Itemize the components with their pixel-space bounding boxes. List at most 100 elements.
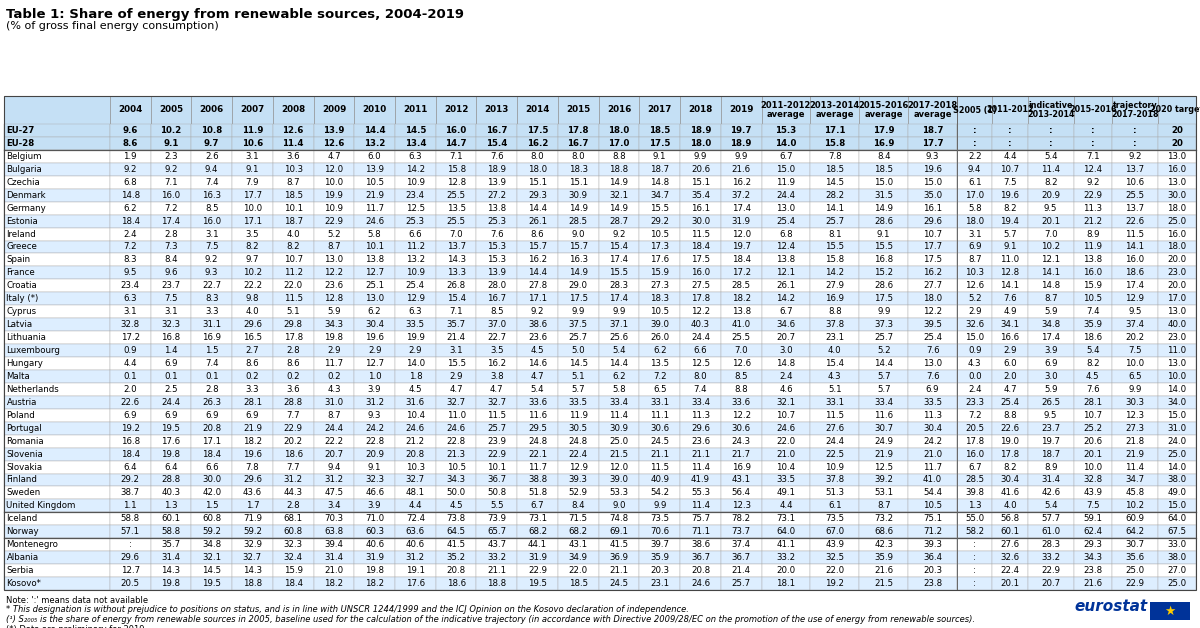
Text: 2008: 2008 [281,106,305,114]
Text: 35.7: 35.7 [446,320,466,329]
Bar [395,383,436,396]
Bar [640,176,680,189]
Text: (*) Data are preliminary for 2019: (*) Data are preliminary for 2019 [6,624,144,628]
Bar [476,227,517,241]
Bar [4,370,110,383]
Bar [810,396,859,409]
Bar [859,305,908,318]
Text: 31.2: 31.2 [324,475,343,484]
Bar [908,266,958,279]
Bar [110,96,151,124]
Bar [558,331,599,344]
Text: 14.0: 14.0 [1168,463,1187,472]
Bar [272,176,313,189]
Text: 23.6: 23.6 [324,281,343,290]
Bar [640,254,680,266]
Text: (% of gross final energy consumption): (% of gross final energy consumption) [6,21,218,31]
Bar [476,499,517,512]
Bar [272,435,313,448]
Bar [1074,344,1112,357]
Text: 20.6: 20.6 [1084,436,1103,446]
Bar [517,525,558,538]
Bar [680,254,721,266]
Bar [1074,422,1112,435]
Text: 20.5: 20.5 [965,424,984,433]
Text: 12.1: 12.1 [776,268,796,278]
Bar [640,551,680,564]
Bar [558,279,599,292]
Text: 41.5: 41.5 [610,540,629,550]
Bar [810,448,859,460]
Text: 73.8: 73.8 [446,514,466,523]
Text: 7.1: 7.1 [1086,152,1099,161]
Text: 14.1: 14.1 [1126,242,1145,251]
Text: 3.1: 3.1 [968,229,982,239]
Bar [4,474,110,487]
Text: 10.3: 10.3 [283,165,302,174]
Bar [436,370,476,383]
Bar [992,305,1027,318]
Text: 54.2: 54.2 [650,489,670,497]
Bar [762,525,810,538]
Text: 9.4: 9.4 [968,165,982,174]
Bar [436,279,476,292]
Bar [191,163,232,176]
Text: 4.0: 4.0 [1003,501,1016,511]
Bar [640,227,680,241]
Text: 16.0: 16.0 [445,126,467,135]
Bar [810,487,859,499]
Bar [810,435,859,448]
Bar [232,266,272,279]
Bar [680,189,721,202]
Bar [958,499,992,512]
Text: 14.1: 14.1 [1001,281,1020,290]
Bar [1112,460,1158,474]
Bar [810,163,859,176]
Text: 18.6: 18.6 [1084,333,1103,342]
Text: 5.8: 5.8 [612,385,626,394]
Bar [476,150,517,163]
Bar [517,96,558,124]
Text: 16.0: 16.0 [965,450,984,458]
Text: 39.2: 39.2 [875,475,893,484]
Text: 25.5: 25.5 [732,333,751,342]
Text: 28.5: 28.5 [965,475,984,484]
Bar [599,292,640,305]
Bar [1027,487,1074,499]
Bar [151,254,191,266]
Bar [640,279,680,292]
Text: 2011-2012: 2011-2012 [986,106,1034,114]
Text: 22.2: 22.2 [242,281,262,290]
Bar [599,396,640,409]
Text: 14.8: 14.8 [121,191,140,200]
Text: 24.2: 24.2 [923,436,942,446]
Text: 9.9: 9.9 [571,307,584,316]
Bar [110,215,151,227]
Bar [859,357,908,370]
Text: 8.7: 8.7 [877,501,890,511]
Text: 9.4: 9.4 [205,165,218,174]
Bar [762,396,810,409]
Text: 29.6: 29.6 [242,475,262,484]
Text: 34.3: 34.3 [1084,553,1103,562]
Text: 0.0: 0.0 [968,372,982,381]
Bar [599,137,640,150]
Bar [1027,383,1074,396]
Text: 17.7: 17.7 [242,191,262,200]
Text: 20.7: 20.7 [324,450,343,458]
Bar [151,357,191,370]
Text: 1.5: 1.5 [205,346,218,355]
Text: 0.2: 0.2 [246,372,259,381]
Bar [476,241,517,254]
Text: 13.5: 13.5 [446,203,466,213]
Text: 33.1: 33.1 [826,398,845,407]
Bar [958,163,992,176]
Bar [992,266,1027,279]
Text: 11.7: 11.7 [923,463,942,472]
Bar [992,487,1027,499]
Text: 11.3: 11.3 [1084,203,1103,213]
Text: 38.6: 38.6 [691,540,710,550]
Bar [4,577,110,590]
Text: 5.4: 5.4 [530,385,545,394]
Bar [354,189,395,202]
